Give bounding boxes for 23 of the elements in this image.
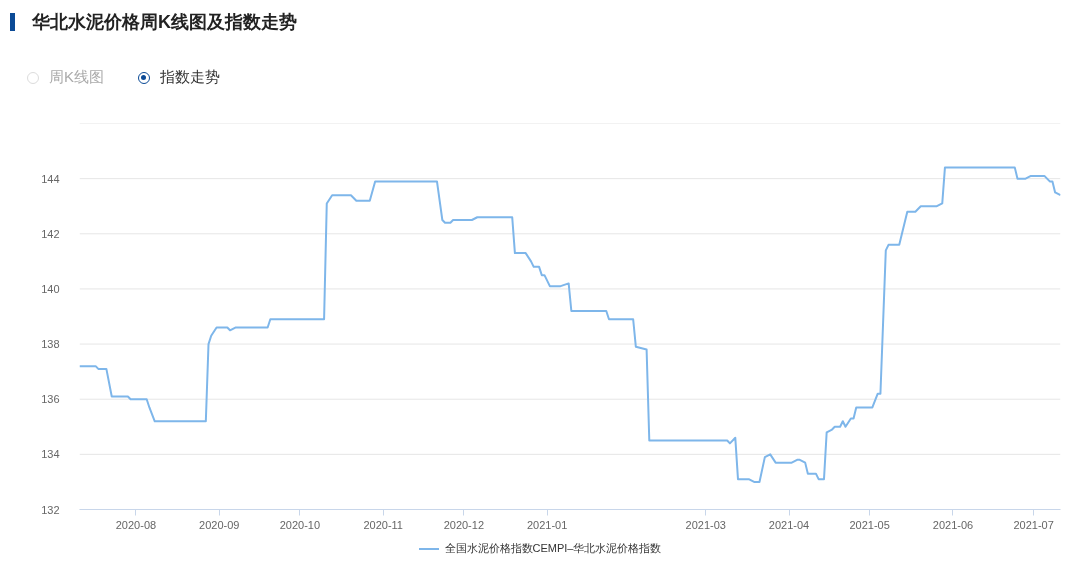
x-tick-label: 2021-05 [849, 518, 890, 531]
annotation: 周K线图 [49, 68, 104, 85]
x-tick-label: 2020-09 [199, 518, 240, 531]
y-tick-label: 136 [41, 393, 60, 406]
x-tick-label: 2021-01 [526, 518, 568, 531]
annotation: 指数走势 [160, 68, 220, 85]
x-tick-label: 2021-03 [685, 518, 726, 531]
y-tick-label: 140 [41, 282, 60, 295]
x-tick-label: 2020-08 [115, 518, 157, 531]
y-tick-label: 134 [41, 448, 60, 461]
x-tick-label: 2021-04 [768, 518, 810, 531]
line-series [79, 166, 1061, 483]
x-tick-label: 2021-06 [932, 518, 974, 531]
y-tick-label: 132 [41, 503, 60, 516]
y-tick-label: 144 [41, 172, 60, 185]
x-tick-label: 2021-07 [1013, 518, 1054, 531]
x-tick-label: 2020-11 [363, 518, 403, 531]
chart-title: 华北水泥价格周K线图及指数走势 [32, 11, 297, 34]
x-tick-label: 2020-10 [279, 518, 321, 531]
x-tick-label: 2020-12 [443, 518, 485, 531]
y-tick-label: 142 [41, 227, 60, 240]
legend-label: 全国水泥价格指数CEMPI–华北水泥价格指数 [444, 542, 662, 555]
y-tick-label: 138 [41, 338, 60, 351]
